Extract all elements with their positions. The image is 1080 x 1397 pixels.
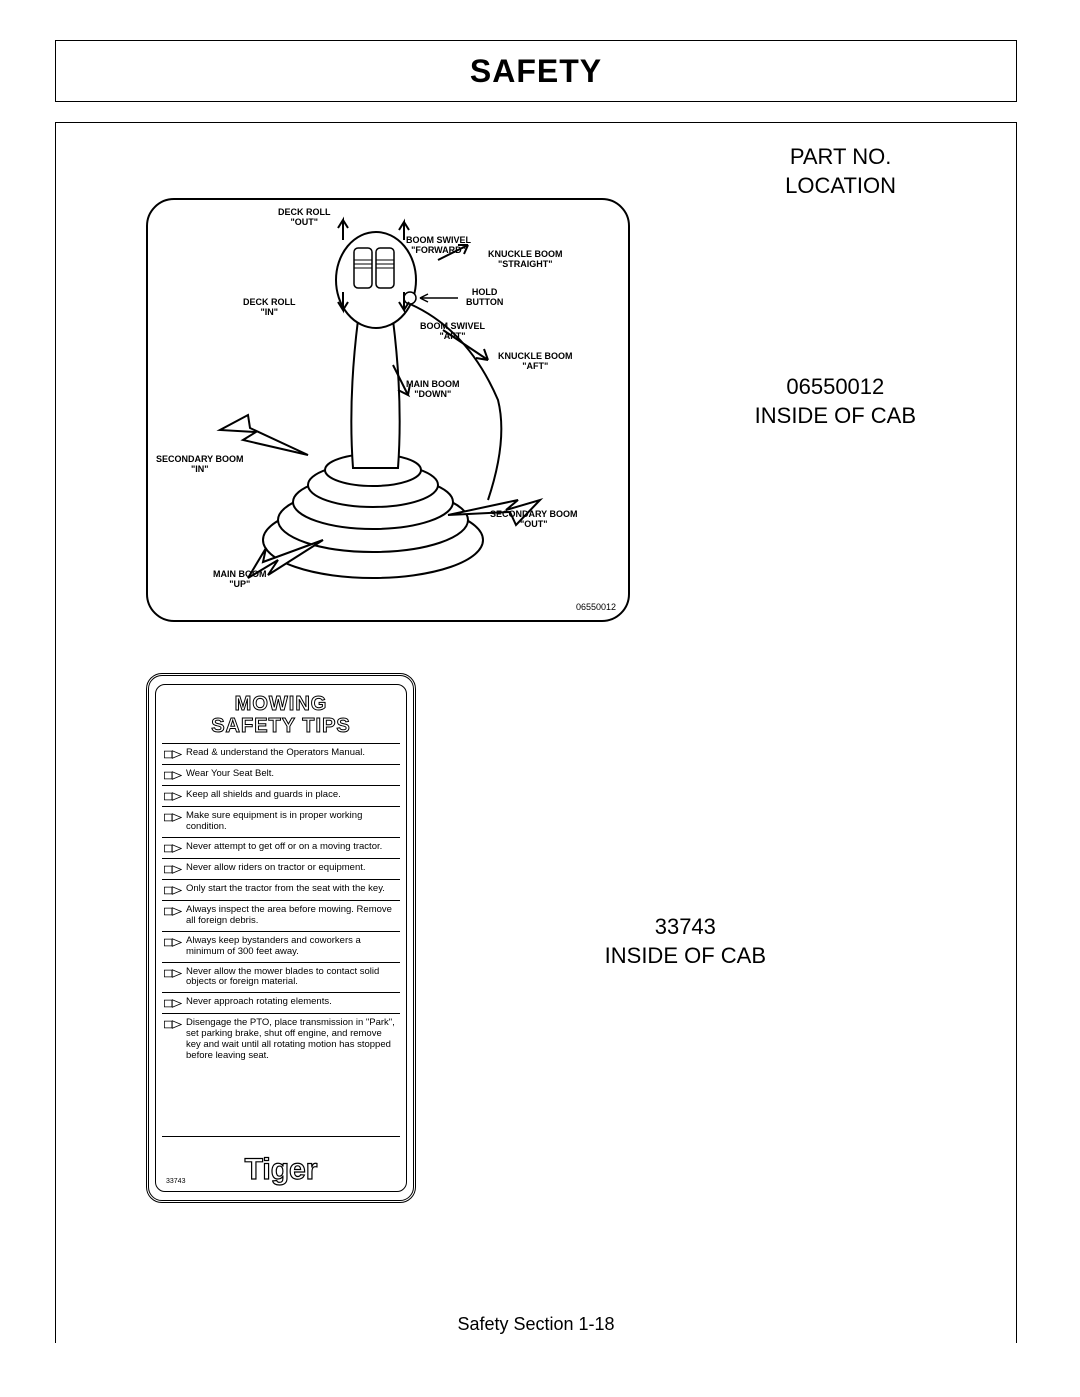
bullet-arrow-icon: [164, 864, 182, 875]
label-boom-swivel-forward: BOOM SWIVEL"FORWARD": [406, 236, 471, 256]
bullet-arrow-icon: [164, 998, 182, 1009]
tip-text: Never allow the mower blades to contact …: [186, 967, 398, 989]
tip-text: Wear Your Seat Belt.: [186, 769, 398, 780]
tips-list: Read & understand the Operators Manual. W…: [162, 743, 400, 1136]
label-main-boom-up: MAIN BOOM"UP": [213, 570, 267, 590]
label-boom-swivel-aft: BOOM SWIVEL"AFT": [420, 322, 485, 342]
label-main-boom-down: MAIN BOOM"DOWN": [406, 380, 460, 400]
tip-text: Never attempt to get off or on a moving …: [186, 842, 398, 853]
tip-row: Never approach rotating elements.: [162, 992, 400, 1013]
mowing-title-1: MOWING: [162, 693, 400, 715]
label-knuckle-straight: KNUCKLE BOOM"STRAIGHT": [488, 250, 563, 270]
label-secondary-in: SECONDARY BOOM"IN": [156, 455, 244, 475]
logo-row: Tiger 33743: [162, 1136, 400, 1187]
tip-text: Only start the tractor from the seat wit…: [186, 884, 398, 895]
page-footer: Safety Section 1-18: [56, 1314, 1016, 1335]
bullet-arrow-icon: [164, 968, 182, 979]
part-1-number: 06550012: [755, 373, 916, 402]
safety-tips-inner: MOWING SAFETY TIPS Read & understand the…: [155, 684, 407, 1192]
tip-row: Disengage the PTO, place transmission in…: [162, 1013, 400, 1066]
part-label-1: 06550012 INSIDE OF CAB: [755, 373, 916, 430]
bullet-arrow-icon: [164, 770, 182, 781]
bullet-arrow-icon: [164, 843, 182, 854]
bullet-arrow-icon: [164, 1019, 182, 1030]
part-2-number: 33743: [605, 913, 766, 942]
tip-text: Read & understand the Operators Manual.: [186, 748, 398, 759]
part-1-location: INSIDE OF CAB: [755, 402, 916, 431]
tip-row: Only start the tractor from the seat wit…: [162, 879, 400, 900]
label-deck-roll-out: DECK ROLL"OUT": [278, 208, 331, 228]
part-2-location: INSIDE OF CAB: [605, 942, 766, 971]
mowing-title: MOWING SAFETY TIPS: [162, 693, 400, 737]
label-secondary-out: SECONDARY BOOM"OUT": [490, 510, 578, 530]
label-hold-button: HOLDBUTTON: [466, 288, 503, 308]
tip-text: Disengage the PTO, place transmission in…: [186, 1018, 398, 1062]
tip-row: Make sure equipment is in proper working…: [162, 806, 400, 837]
label-deck-roll-in: DECK ROLL"IN": [243, 298, 296, 318]
decal-2-partno: 33743: [166, 1178, 185, 1185]
tip-row: Wear Your Seat Belt.: [162, 764, 400, 785]
title-box: SAFETY: [55, 40, 1017, 102]
part-label-2: 33743 INSIDE OF CAB: [605, 913, 766, 970]
decal-1-partno: 06550012: [576, 602, 616, 612]
tip-text: Always inspect the area before mowing. R…: [186, 905, 398, 927]
bullet-arrow-icon: [164, 906, 182, 917]
bullet-arrow-icon: [164, 791, 182, 802]
tip-row: Never attempt to get off or on a moving …: [162, 837, 400, 858]
tip-row: Keep all shields and guards in place.: [162, 785, 400, 806]
tip-text: Never allow riders on tractor or equipme…: [186, 863, 398, 874]
label-knuckle-aft: KNUCKLE BOOM"AFT": [498, 352, 573, 372]
tip-text: Make sure equipment is in proper working…: [186, 811, 398, 833]
tip-text: Never approach rotating elements.: [186, 997, 398, 1008]
tip-row: Always keep bystanders and coworkers a m…: [162, 931, 400, 962]
tip-row: Read & understand the Operators Manual.: [162, 743, 400, 764]
tip-row: Never allow the mower blades to contact …: [162, 962, 400, 993]
mowing-title-2: SAFETY TIPS: [162, 715, 400, 737]
tip-text: Always keep bystanders and coworkers a m…: [186, 936, 398, 958]
tip-text: Keep all shields and guards in place.: [186, 790, 398, 801]
joystick-decal: DECK ROLL"OUT" DECK ROLL"IN" BOOM SWIVEL…: [146, 198, 630, 622]
page-title: SAFETY: [470, 53, 602, 90]
tip-row: Never allow riders on tractor or equipme…: [162, 858, 400, 879]
bullet-arrow-icon: [164, 885, 182, 896]
part-location-heading: PART NO.LOCATION: [785, 143, 896, 200]
bullet-arrow-icon: [164, 812, 182, 823]
safety-tips-decal: MOWING SAFETY TIPS Read & understand the…: [146, 673, 416, 1203]
bullet-arrow-icon: [164, 937, 182, 948]
tip-row: Always inspect the area before mowing. R…: [162, 900, 400, 931]
bullet-arrow-icon: [164, 749, 182, 760]
page: SAFETY PART NO.LOCATION 06550012 INSIDE …: [55, 40, 1025, 1357]
content-frame: PART NO.LOCATION 06550012 INSIDE OF CAB …: [55, 122, 1017, 1343]
tiger-logo: Tiger: [245, 1153, 318, 1187]
